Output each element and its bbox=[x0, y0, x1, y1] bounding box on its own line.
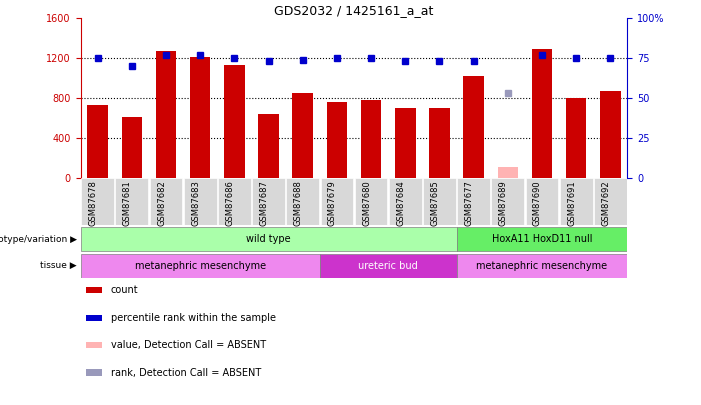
Title: GDS2032 / 1425161_a_at: GDS2032 / 1425161_a_at bbox=[274, 4, 434, 17]
Bar bbox=[86, 369, 102, 376]
Bar bbox=[395, 108, 416, 178]
Bar bbox=[156, 51, 176, 178]
FancyBboxPatch shape bbox=[491, 178, 524, 225]
Text: GSM87679: GSM87679 bbox=[328, 181, 337, 226]
Text: GSM87684: GSM87684 bbox=[396, 181, 405, 226]
Text: count: count bbox=[111, 285, 138, 295]
FancyBboxPatch shape bbox=[320, 178, 353, 225]
Text: GSM87687: GSM87687 bbox=[259, 181, 268, 226]
Bar bbox=[258, 114, 279, 178]
Text: tissue ▶: tissue ▶ bbox=[41, 261, 77, 270]
Text: GSM87682: GSM87682 bbox=[157, 181, 166, 226]
Text: genotype/variation ▶: genotype/variation ▶ bbox=[0, 235, 77, 244]
Text: GSM87689: GSM87689 bbox=[499, 181, 508, 226]
FancyBboxPatch shape bbox=[184, 178, 217, 225]
FancyBboxPatch shape bbox=[355, 178, 388, 225]
Bar bbox=[429, 108, 450, 178]
Bar bbox=[88, 105, 108, 178]
Text: GSM87690: GSM87690 bbox=[533, 181, 542, 226]
Text: metanephric mesenchyme: metanephric mesenchyme bbox=[477, 261, 608, 271]
Bar bbox=[498, 167, 518, 178]
FancyBboxPatch shape bbox=[559, 178, 592, 225]
Bar bbox=[86, 287, 102, 293]
FancyBboxPatch shape bbox=[116, 178, 149, 225]
Text: GSM87678: GSM87678 bbox=[89, 181, 97, 226]
Text: GSM87686: GSM87686 bbox=[226, 181, 234, 226]
FancyBboxPatch shape bbox=[389, 178, 422, 225]
Text: value, Detection Call = ABSENT: value, Detection Call = ABSENT bbox=[111, 340, 266, 350]
FancyBboxPatch shape bbox=[286, 178, 319, 225]
FancyBboxPatch shape bbox=[526, 178, 559, 225]
Text: GSM87692: GSM87692 bbox=[601, 181, 611, 226]
Text: GSM87688: GSM87688 bbox=[294, 181, 303, 226]
FancyBboxPatch shape bbox=[456, 227, 627, 252]
FancyBboxPatch shape bbox=[456, 254, 627, 278]
FancyBboxPatch shape bbox=[218, 178, 251, 225]
Bar bbox=[361, 100, 381, 178]
Bar bbox=[86, 342, 102, 348]
Text: ureteric bud: ureteric bud bbox=[358, 261, 418, 271]
Text: wild type: wild type bbox=[246, 234, 291, 244]
FancyBboxPatch shape bbox=[81, 178, 114, 225]
Bar bbox=[190, 57, 210, 178]
FancyBboxPatch shape bbox=[252, 178, 285, 225]
Text: GSM87680: GSM87680 bbox=[362, 181, 371, 226]
Bar bbox=[531, 49, 552, 178]
Text: metanephric mesenchyme: metanephric mesenchyme bbox=[135, 261, 266, 271]
Bar bbox=[224, 65, 245, 178]
FancyBboxPatch shape bbox=[149, 178, 182, 225]
Text: GSM87683: GSM87683 bbox=[191, 181, 200, 226]
Bar bbox=[327, 102, 347, 178]
FancyBboxPatch shape bbox=[81, 254, 320, 278]
Bar bbox=[463, 76, 484, 178]
FancyBboxPatch shape bbox=[320, 254, 456, 278]
Bar bbox=[86, 315, 102, 321]
Bar bbox=[566, 98, 586, 178]
FancyBboxPatch shape bbox=[594, 178, 627, 225]
Text: GSM87681: GSM87681 bbox=[123, 181, 132, 226]
Text: GSM87685: GSM87685 bbox=[430, 181, 440, 226]
Bar bbox=[292, 93, 313, 178]
Text: GSM87677: GSM87677 bbox=[465, 181, 474, 226]
FancyBboxPatch shape bbox=[423, 178, 456, 225]
FancyBboxPatch shape bbox=[81, 227, 456, 252]
Text: percentile rank within the sample: percentile rank within the sample bbox=[111, 313, 275, 323]
Bar bbox=[600, 91, 620, 178]
Text: GSM87691: GSM87691 bbox=[567, 181, 576, 226]
Bar bbox=[122, 117, 142, 178]
Text: rank, Detection Call = ABSENT: rank, Detection Call = ABSENT bbox=[111, 368, 261, 377]
FancyBboxPatch shape bbox=[457, 178, 490, 225]
Text: HoxA11 HoxD11 null: HoxA11 HoxD11 null bbox=[491, 234, 592, 244]
